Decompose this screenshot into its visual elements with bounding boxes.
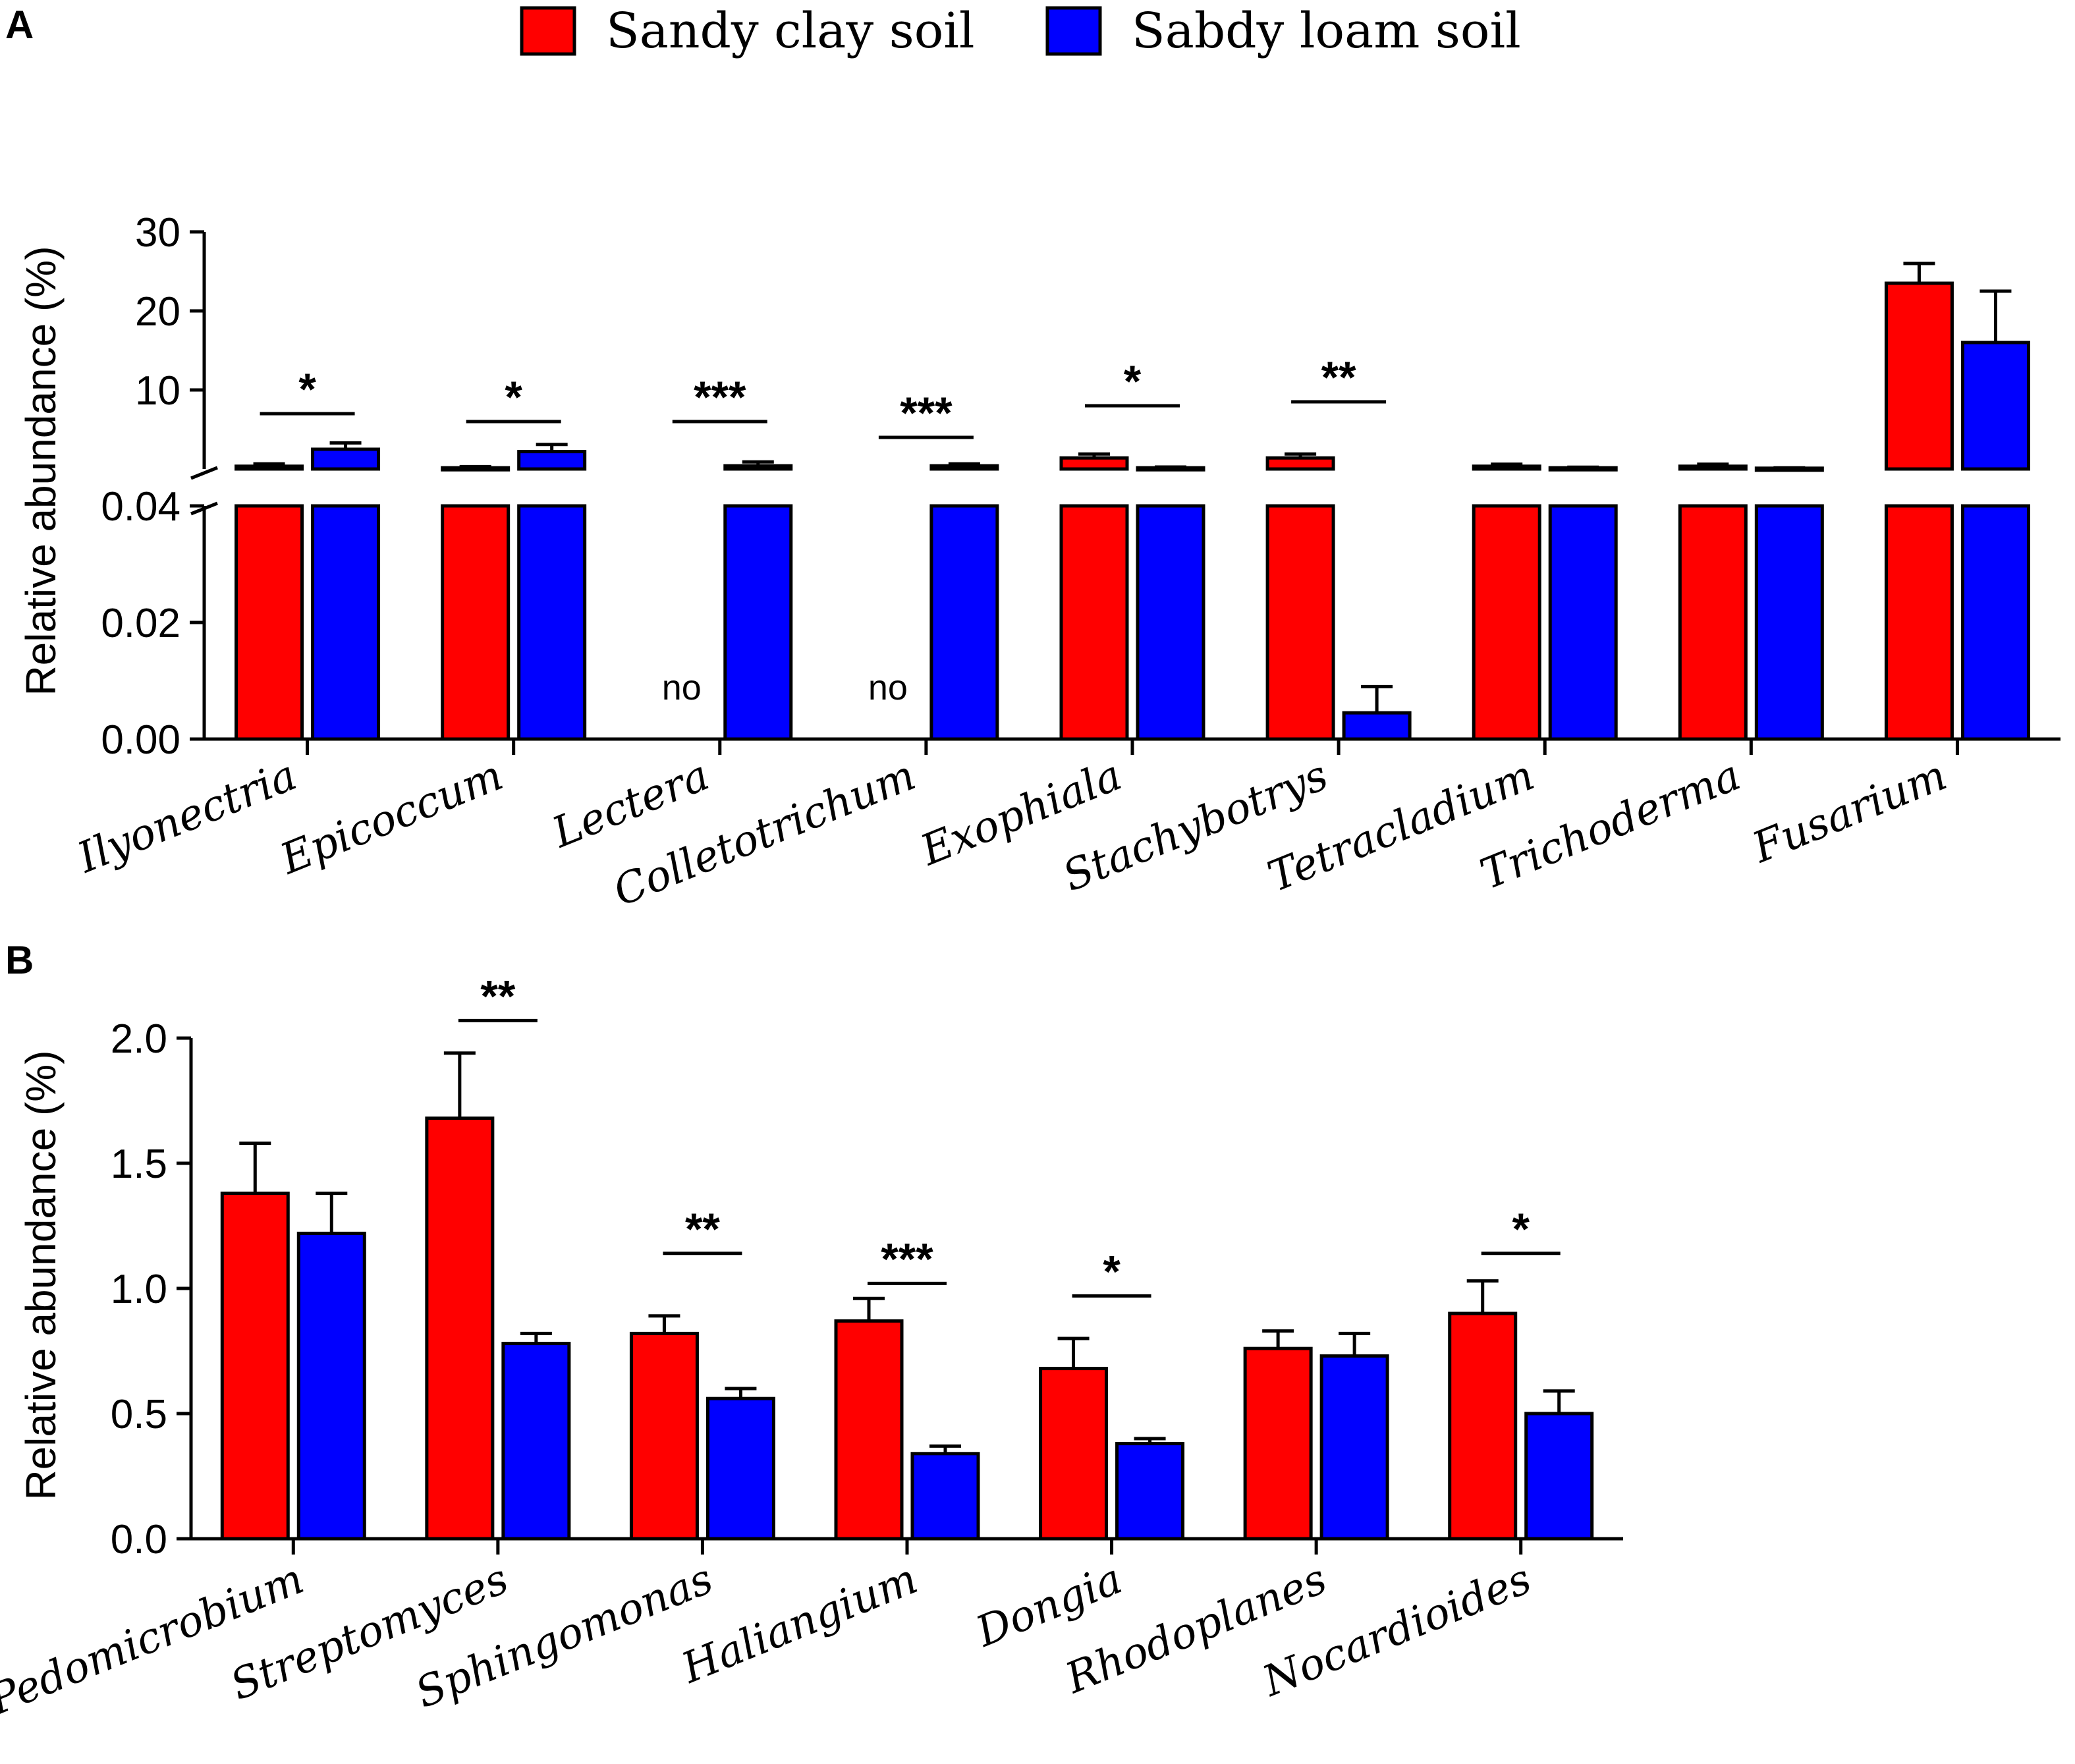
significance-marker-a-ilyonectria: * (298, 364, 316, 414)
bar-a-fusarium-s0-lower (1884, 504, 1954, 741)
legend: Sandy clay soil Sabdy loam soil (520, 3, 1521, 59)
y-tick-label-b-1: 0.5 (111, 1392, 167, 1437)
bar-b-rhodoplanes-s0 (1243, 1346, 1313, 1541)
bar-a-ilyonectria-s0-lower (235, 504, 304, 741)
bar-b-sphingomonas-s1 (706, 1396, 775, 1541)
legend-label-sandy-clay: Sandy clay soil (606, 3, 975, 59)
x-tick-label-ilyonectria: Ilyonectria (70, 751, 303, 883)
bar-a-lectera-s1-upper (723, 464, 793, 471)
y-axis-label-b: Relative abundance (%) (17, 1050, 65, 1500)
y-tick-label-a-upper-2: 30 (135, 210, 180, 256)
bar-a-epicoccum-s1-upper (517, 450, 587, 471)
x-tick-label-epicoccum: Epicoccum (273, 751, 510, 884)
significance-marker-a-epicoccum: * (505, 372, 522, 422)
y-tick-label-b-2: 1.0 (111, 1267, 167, 1312)
significance-marker-b-dongia: * (1103, 1246, 1120, 1296)
significance-marker-b-streptomyces: ** (480, 971, 515, 1021)
bar-b-rhodoplanes-s1 (1319, 1354, 1389, 1541)
y-tick-label-a-lower-2: 0.04 (101, 484, 180, 530)
bar-b-streptomyces-s1 (501, 1342, 571, 1541)
annotation-no-lectera: no (662, 668, 702, 707)
bar-a-exophiala-s0-lower (1059, 504, 1129, 741)
bar-b-streptomyces-s0 (425, 1116, 495, 1541)
bar-a-stachybotrys-s0-upper (1265, 456, 1335, 471)
bar-a-tetracladium-s1-lower (1548, 504, 1618, 741)
y-tick-label-a-lower-1: 0.02 (101, 601, 180, 646)
bar-b-haliangium-s1 (910, 1452, 980, 1541)
y-tick-label-b-3: 1.5 (111, 1142, 167, 1187)
panel-label-b: B (5, 938, 34, 982)
y-tick-label-b-4: 2.0 (111, 1016, 167, 1062)
bar-a-epicoccum-s0-lower (441, 504, 511, 741)
bar-b-haliangium-s0 (834, 1319, 904, 1541)
significance-marker-b-sphingomonas: ** (685, 1204, 720, 1254)
bar-a-fusarium-s0-upper (1884, 281, 1954, 471)
significance-marker-a-lectera: *** (694, 372, 746, 422)
bar-b-dongia-s0 (1039, 1367, 1109, 1541)
axis-break-mark-upper (190, 466, 218, 480)
chart-panel-b: Relative abundance (%) 0.00.51.01.52.0Pe… (0, 971, 1623, 1725)
bar-a-ilyonectria-s0-upper (235, 464, 304, 471)
bar-a-stachybotrys-s1 (1342, 711, 1412, 741)
bar-a-lectera-s1-lower (723, 504, 793, 741)
legend-swatch-sandy-clay (520, 6, 576, 56)
bar-a-tetracladium-s0-upper (1472, 464, 1541, 471)
legend-label-sandy-loam: Sabdy loam soil (1132, 3, 1521, 59)
bar-a-epicoccum-s1-lower (517, 504, 587, 741)
significance-marker-b-haliangium: *** (881, 1234, 933, 1284)
chart-panel-a: Relative abundance (%) 0.00 0.02 0.04 10 20 3… (17, 210, 2061, 916)
bar-a-trichoderma-s1-lower (1754, 504, 1824, 741)
bar-a-ilyonectria-s1-upper (311, 447, 381, 471)
significance-marker-b-nocardioides: * (1512, 1204, 1530, 1254)
bar-a-fusarium-s1-upper (1960, 341, 2030, 471)
bar-b-pedomicrobium-s0 (220, 1192, 290, 1541)
significance-marker-a-stachybotrys: ** (1321, 352, 1356, 402)
annotation-no-colletotrichum: no (868, 668, 908, 707)
y-axis-label-a: Relative abundance (%) (17, 246, 65, 696)
significance-marker-a-colletotrichum: *** (900, 388, 953, 438)
bar-a-trichoderma-s0-upper (1678, 464, 1748, 471)
bar-a-stachybotrys-s0-lower (1265, 504, 1335, 741)
x-tick-label-haliangium: Haliangium (675, 1555, 924, 1693)
y-tick-label-b-0: 0.0 (111, 1517, 167, 1562)
bar-b-nocardioides-s1 (1524, 1412, 1594, 1541)
y-tick-label-a-upper-1: 20 (135, 289, 180, 335)
bar-a-tetracladium-s0-lower (1472, 504, 1541, 741)
y-tick-label-a-lower-0: 0.00 (101, 717, 180, 763)
bar-b-sphingomonas-s0 (629, 1331, 699, 1541)
bar-b-dongia-s1 (1115, 1442, 1185, 1541)
significance-marker-a-exophiala: * (1124, 356, 1142, 406)
bar-a-trichoderma-s0-lower (1678, 504, 1748, 741)
bar-a-fusarium-s1-lower (1960, 504, 2030, 741)
y-tick-label-a-upper-0: 10 (135, 368, 180, 414)
bar-b-nocardioides-s0 (1448, 1311, 1518, 1541)
axis-break-mark-lower (190, 501, 218, 516)
bar-b-pedomicrobium-s1 (296, 1231, 366, 1541)
bar-a-colletotrichum-s1-upper (929, 464, 999, 471)
bar-a-exophiala-s1-lower (1136, 504, 1205, 741)
bar-a-colletotrichum-s1-lower (929, 504, 999, 741)
x-tick-label-fusarium: Fusarium (1746, 751, 1954, 873)
bar-a-ilyonectria-s1-lower (311, 504, 381, 741)
panel-label-a: A (5, 3, 34, 47)
bar-a-exophiala-s0-upper (1059, 456, 1129, 471)
legend-swatch-sandy-loam (1045, 6, 1102, 56)
